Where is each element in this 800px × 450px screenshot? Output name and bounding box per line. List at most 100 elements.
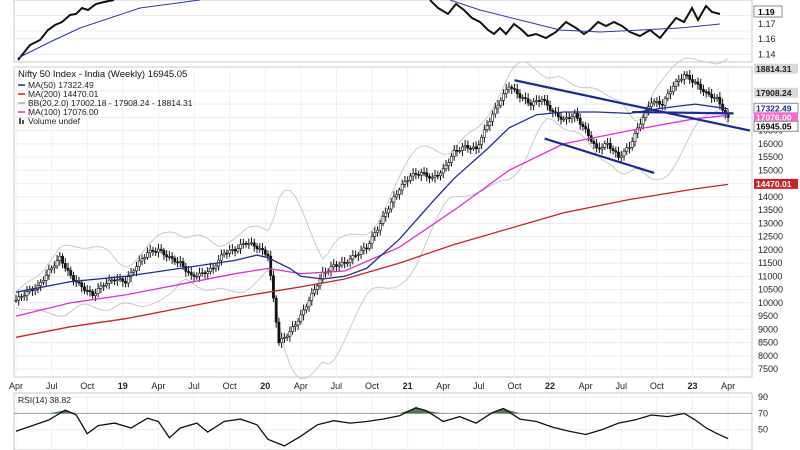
price-bar-body	[619, 155, 623, 158]
price-bar-body	[255, 245, 259, 249]
price-bar-body	[63, 263, 67, 269]
bollinger-upper-band	[15, 57, 729, 293]
price-bar-body	[466, 145, 470, 149]
price-bar-body	[118, 278, 122, 281]
price-value-tag-box	[754, 178, 798, 189]
price-bar-body	[510, 86, 514, 89]
price-bar-body	[266, 253, 270, 257]
price-bar-body	[184, 266, 188, 272]
price-bar-body	[285, 335, 289, 338]
price-bar-body	[214, 265, 218, 269]
price-bar-body	[307, 300, 311, 308]
price-bar-body	[614, 150, 618, 153]
price-y-tick-label: 14000	[758, 192, 783, 202]
price-bar-body	[110, 279, 114, 282]
price-bar-body	[367, 243, 371, 249]
price-bar-body	[660, 103, 664, 106]
time-tick-label: 22	[545, 381, 555, 391]
upper-value-tag: 1.19	[758, 7, 775, 17]
legend-item-bb: BB(20,2.0) 17002.18 - 17908.24 - 18814.3…	[18, 98, 193, 108]
legend-item-volume: Volume undef	[19, 116, 81, 126]
price-bar-body	[187, 270, 190, 273]
price-bar-body	[192, 274, 196, 277]
time-tick-label: Jul	[331, 381, 343, 391]
price-bar-body	[573, 112, 577, 118]
price-bar-body	[422, 172, 426, 174]
price-bar-body	[66, 267, 70, 271]
price-bar-body	[436, 175, 440, 177]
price-bar-body	[658, 100, 662, 105]
price-bar-body	[671, 85, 675, 92]
time-tick-label: Apr	[294, 381, 308, 391]
price-value-tag-box	[754, 63, 798, 74]
price-value-tag: 14470.01	[756, 179, 792, 189]
price-bar-body	[181, 261, 185, 267]
rsi-line	[15, 407, 729, 447]
price-bar-body	[685, 74, 689, 77]
upper-indicator-line	[17, 0, 721, 61]
price-bar-body	[288, 331, 292, 337]
price-bar-body	[444, 165, 448, 170]
price-bar-body	[515, 88, 519, 94]
price-bar-body	[496, 104, 500, 109]
price-bar-body	[261, 248, 264, 251]
price-bar-body	[691, 79, 694, 83]
upper-y-tick-label: 1.16	[758, 34, 776, 44]
price-bar-body	[469, 148, 473, 150]
price-bar-body	[461, 146, 464, 151]
time-tick-label: Apr	[9, 381, 23, 391]
price-bar-body	[403, 181, 407, 185]
price-bar-body	[17, 296, 21, 301]
price-bar-body	[707, 91, 711, 95]
price-bar-body	[365, 247, 368, 250]
price-bar-body	[562, 118, 566, 121]
price-bar-body	[348, 258, 352, 263]
price-bar-body	[115, 279, 119, 281]
price-bar-body	[400, 183, 404, 191]
price-bar-body	[77, 281, 81, 284]
price-bar-body	[537, 100, 541, 102]
time-tick-label: 20	[260, 381, 270, 391]
price-bar-body	[135, 266, 138, 272]
price-bar-body	[25, 291, 29, 296]
trendline	[544, 137, 655, 175]
price-bar-body	[652, 101, 656, 104]
price-bar-body	[33, 288, 37, 291]
price-bar-body	[666, 93, 670, 99]
price-y-tick-label: 10500	[758, 285, 783, 295]
price-bar-body	[343, 261, 347, 264]
price-bar-body	[250, 242, 253, 245]
price-bar-body	[370, 236, 374, 244]
price-bar-body	[641, 117, 645, 125]
rsi-y-tick-label: 50	[758, 425, 768, 435]
price-bar-body	[417, 174, 421, 176]
price-bar-body	[277, 321, 281, 344]
trendline	[632, 110, 734, 115]
price-bar-body	[395, 194, 399, 198]
upper-panel-grid	[14, 15, 752, 55]
price-bar-body	[428, 176, 431, 179]
price-bar-body	[104, 283, 108, 286]
upper-indicator-ma-line	[17, 0, 721, 59]
price-bar-body	[595, 143, 599, 149]
price-bar-body	[493, 107, 497, 115]
price-bar-body	[625, 147, 629, 152]
price-value-tag-box	[754, 87, 798, 98]
price-bar-body	[200, 272, 204, 275]
price-bar-body	[674, 81, 678, 87]
price-y-tick-label: 12500	[758, 232, 783, 242]
price-y-tick-label: 13000	[758, 218, 783, 228]
price-bar-body	[622, 150, 626, 157]
price-bar-body	[211, 267, 215, 270]
legend-label-volume: Volume undef	[28, 116, 81, 126]
price-bar-body	[567, 117, 571, 119]
price-bar-body	[283, 337, 286, 339]
time-tick-label: 21	[403, 381, 413, 391]
price-y-tick-label: 13500	[758, 205, 783, 215]
time-tick-label: Oct	[507, 381, 522, 391]
price-bar-body	[617, 151, 620, 158]
price-y-tick-label: 9500	[758, 311, 778, 321]
price-bar-body	[299, 314, 303, 322]
price-bar-body	[450, 155, 453, 163]
price-bar-body	[384, 212, 388, 217]
